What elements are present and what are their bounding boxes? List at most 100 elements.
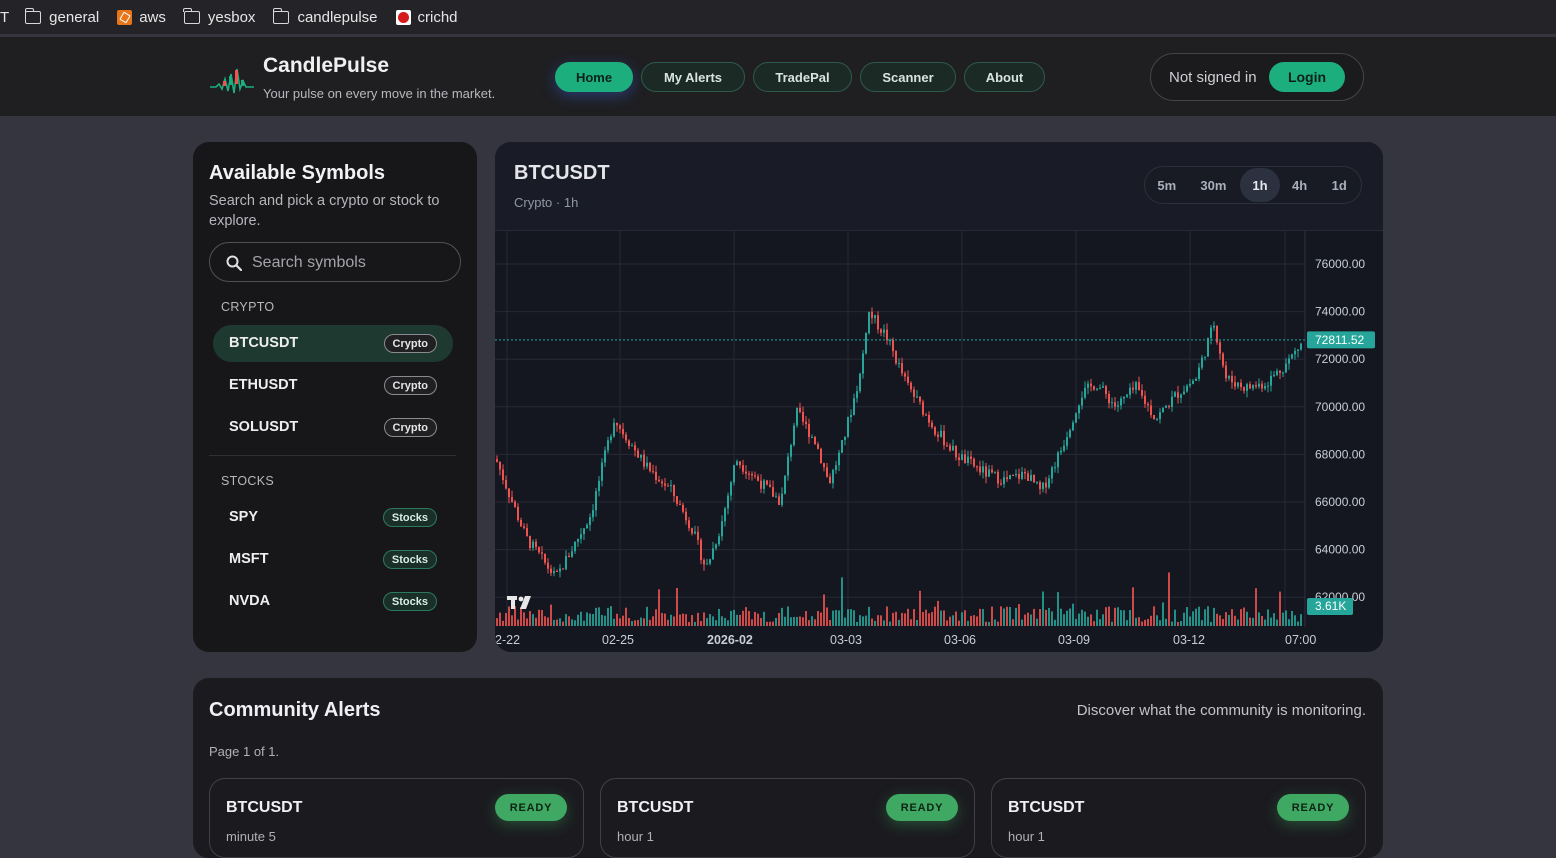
volume-bar xyxy=(952,615,954,626)
search-input[interactable] xyxy=(250,251,454,275)
candle-body xyxy=(1009,474,1011,480)
login-button[interactable]: Login xyxy=(1269,62,1345,92)
volume-bar xyxy=(934,606,936,626)
alert-card[interactable]: BTCUSDT hour 1 READY xyxy=(991,778,1366,858)
volume-bar xyxy=(1093,621,1095,626)
candle-body xyxy=(700,539,702,561)
volume-bar xyxy=(1006,606,1008,626)
candle-body xyxy=(745,471,747,474)
volume-bar xyxy=(841,577,843,626)
symbol-item-ethusdt[interactable]: ETHUSDT Crypto xyxy=(213,367,453,404)
bookmark-yesbox[interactable]: yesbox xyxy=(183,7,255,26)
candle-body xyxy=(532,541,534,548)
volume-bar xyxy=(706,618,708,626)
volume-bar xyxy=(874,620,876,626)
candle-body xyxy=(1114,402,1116,407)
chart-panel: BTCUSDT Crypto · 1h 5m 30m 1h 4h 1d 7600… xyxy=(495,142,1383,652)
timeframe-1h[interactable]: 1h xyxy=(1240,168,1280,202)
bookmark-t[interactable]: T xyxy=(0,9,9,26)
timeframe-5m[interactable]: 5m xyxy=(1157,177,1177,193)
alert-card[interactable]: BTCUSDT minute 5 READY xyxy=(209,778,584,858)
alert-card[interactable]: BTCUSDT hour 1 READY xyxy=(600,778,975,858)
candle-body xyxy=(934,427,936,435)
candle-body xyxy=(736,461,738,466)
volume-bar xyxy=(685,614,687,626)
timeframe-30m[interactable]: 30m xyxy=(1200,177,1227,193)
candle-body xyxy=(649,462,651,472)
candle-body xyxy=(901,363,903,374)
stocks-badge: Stocks xyxy=(382,508,437,527)
brand-name[interactable]: CandlePulse xyxy=(263,54,390,77)
symbol-item-solusdt[interactable]: SOLUSDT Crypto xyxy=(213,409,453,446)
candle-body xyxy=(544,553,546,563)
candle-body xyxy=(1069,430,1071,438)
candle-body xyxy=(673,485,675,497)
volume-bar xyxy=(670,614,672,626)
timeframe-1d[interactable]: 1d xyxy=(1331,177,1347,193)
volume-bar xyxy=(871,618,873,626)
search-box[interactable] xyxy=(209,242,461,282)
volume-bar xyxy=(889,621,891,626)
candle-body xyxy=(967,456,969,463)
candle-body xyxy=(1180,394,1182,398)
volume-bar xyxy=(625,607,627,626)
candle-body xyxy=(1036,482,1038,484)
candle-body xyxy=(889,339,891,341)
candle-body xyxy=(775,496,777,498)
volume-bar xyxy=(1261,616,1263,626)
price-chart[interactable]: 76000.00 74000.00 72000.00 70000.00 68000.00… xyxy=(495,231,1383,652)
candle-body xyxy=(979,466,981,473)
auth-box: Not signed in Login xyxy=(1150,53,1364,101)
volume-bar xyxy=(892,612,894,626)
candle-body xyxy=(631,445,633,447)
volume-bar xyxy=(580,611,582,626)
nav-about[interactable]: About xyxy=(964,62,1045,92)
folder-icon xyxy=(183,7,200,24)
volume-bar xyxy=(967,620,969,626)
candle-body xyxy=(556,571,558,573)
volume-bar xyxy=(796,616,798,626)
symbol-item-spy[interactable]: SPY Stocks xyxy=(213,499,453,536)
candle-body xyxy=(1093,386,1095,390)
volume-bar xyxy=(1294,615,1296,626)
candle-body xyxy=(709,559,711,564)
volume-bar xyxy=(1078,613,1080,626)
nav-scanner[interactable]: Scanner xyxy=(860,62,956,92)
candle-body xyxy=(769,484,771,488)
volume-bar xyxy=(922,612,924,626)
candle-body xyxy=(1054,467,1056,469)
candlestick-logo-icon[interactable] xyxy=(210,65,254,95)
bookmark-candlepulse[interactable]: candlepulse xyxy=(272,7,378,26)
chart-subtitle: Crypto · 1h xyxy=(514,195,579,210)
volume-bar xyxy=(1183,612,1185,626)
volume-bar xyxy=(1282,612,1284,626)
symbol-item-btcusdt[interactable]: BTCUSDT Crypto xyxy=(213,325,453,362)
community-title: Community Alerts xyxy=(209,699,381,721)
volume-bar xyxy=(766,621,768,626)
bookmark-aws[interactable]: aws xyxy=(117,9,166,26)
bookmark-crichd[interactable]: crichd xyxy=(395,8,458,26)
nav-tradepal[interactable]: TradePal xyxy=(753,62,852,92)
volume-bar xyxy=(1024,614,1026,626)
volume-bar xyxy=(640,617,642,626)
candle-body xyxy=(1123,396,1125,399)
bookmark-label: crichd xyxy=(417,8,458,26)
bookmark-general[interactable]: general xyxy=(24,7,99,26)
volume-bar xyxy=(844,617,846,626)
candle-body xyxy=(499,461,501,470)
nav-home[interactable]: Home xyxy=(555,62,633,92)
volume-bar xyxy=(1063,614,1065,626)
volume-bar xyxy=(646,606,648,626)
timeframe-4h[interactable]: 4h xyxy=(1291,177,1308,193)
nav-my-alerts[interactable]: My Alerts xyxy=(641,62,745,92)
candle-body xyxy=(1282,372,1284,374)
candle-body xyxy=(841,440,843,453)
volume-bar xyxy=(1186,607,1188,626)
candle-body xyxy=(616,422,618,426)
volume-bar xyxy=(631,621,633,626)
candle-body xyxy=(943,430,945,446)
candle-body xyxy=(892,339,894,352)
candle-body xyxy=(862,353,864,374)
symbol-item-nvda[interactable]: NVDA Stocks xyxy=(213,583,453,620)
symbol-item-msft[interactable]: MSFT Stocks xyxy=(213,541,453,578)
